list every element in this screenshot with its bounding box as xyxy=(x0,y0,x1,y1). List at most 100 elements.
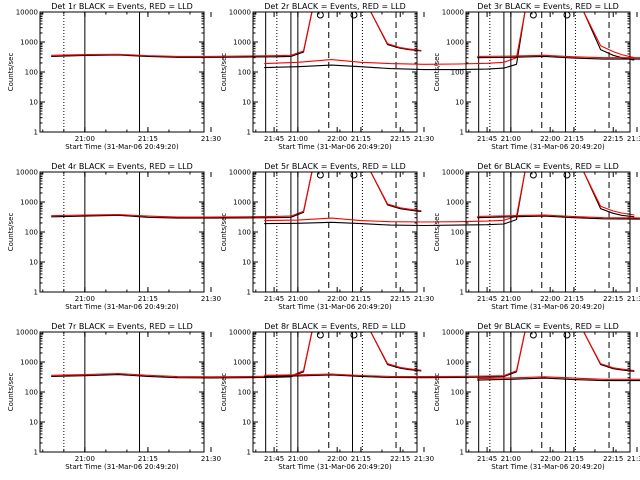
x-tick-label: 21:30 xyxy=(627,455,640,463)
x-tick-label: 21:30 xyxy=(201,135,221,143)
y-tick-label: 1 xyxy=(247,449,251,457)
x-axis-label: Start Time (31-Mar-06 20:49:20) xyxy=(278,303,392,311)
panel-title: Det 2r BLACK = Events, RED = LLD xyxy=(264,2,406,11)
y-tick-label: 1000 xyxy=(446,199,464,207)
panel-title: Det 8r BLACK = Events, RED = LLD xyxy=(264,322,406,331)
y-tick-label: 1 xyxy=(460,449,464,457)
y-tick-label: 10 xyxy=(242,99,251,107)
x-tick-label: 22:00 xyxy=(327,455,347,463)
plot-frame xyxy=(39,331,205,453)
x-tick-label: 21:45 xyxy=(477,135,497,143)
x-axis-label: Start Time (31-Mar-06 20:49:20) xyxy=(278,143,392,151)
y-tick-label: 1000 xyxy=(233,359,251,367)
x-tick-label: 21:15 xyxy=(138,295,158,303)
x-tick-label: 21:00 xyxy=(75,135,95,143)
x-tick-label: 22:15 xyxy=(390,135,410,143)
series-line-lld xyxy=(51,11,422,57)
series-line-lld xyxy=(477,214,640,219)
plot-frame xyxy=(252,171,418,293)
series-line-lld xyxy=(51,171,422,218)
y-axis-label: Counts/sec xyxy=(7,213,15,252)
y-tick-label: 10 xyxy=(29,259,38,267)
x-axis-label: Start Time (31-Mar-06 20:49:20) xyxy=(491,143,605,151)
peak-marker-1 xyxy=(529,11,537,19)
panel-title: Det 5r BLACK = Events, RED = LLD xyxy=(264,162,406,171)
y-axis-label: Counts/sec xyxy=(7,373,15,412)
x-tick-label: 21:00 xyxy=(288,135,308,143)
x-tick-label: 22:00 xyxy=(540,295,560,303)
x-tick-label: 21:30 xyxy=(414,455,434,463)
x-tick-label: 21:00 xyxy=(288,295,308,303)
x-tick-label: 22:15 xyxy=(603,295,623,303)
x-tick-label: 21:15 xyxy=(564,455,584,463)
x-tick-label: 21:15 xyxy=(564,295,584,303)
x-tick-label: 22:15 xyxy=(390,295,410,303)
y-tick-label: 10 xyxy=(242,419,251,427)
y-axis-label: Counts/sec xyxy=(220,373,228,412)
panel-title: Det 3r BLACK = Events, RED = LLD xyxy=(477,2,619,11)
y-tick-label: 1000 xyxy=(446,359,464,367)
x-tick-label: 21:30 xyxy=(627,135,640,143)
x-tick-label: 21:00 xyxy=(288,455,308,463)
x-axis-label: Start Time (31-Mar-06 20:49:20) xyxy=(491,303,605,311)
x-tick-label: 21:45 xyxy=(264,135,284,143)
y-tick-label: 1 xyxy=(34,129,38,137)
x-tick-label: 21:00 xyxy=(75,295,95,303)
y-tick-label: 1 xyxy=(34,449,38,457)
y-tick-label: 10000 xyxy=(16,9,38,17)
y-tick-label: 10 xyxy=(455,259,464,267)
series-line-events xyxy=(264,171,635,227)
x-axis-label: Start Time (31-Mar-06 20:49:20) xyxy=(65,303,179,311)
x-tick-label: 22:15 xyxy=(603,135,623,143)
y-tick-label: 100 xyxy=(238,69,251,77)
x-tick-label: 21:30 xyxy=(201,455,221,463)
x-tick-label: 21:30 xyxy=(414,295,434,303)
plot-frame xyxy=(465,11,631,133)
x-tick-label: 22:00 xyxy=(327,295,347,303)
peak-marker-2 xyxy=(563,11,571,19)
series-line-lld xyxy=(477,376,640,380)
y-tick-label: 100 xyxy=(451,389,464,397)
peak-marker-2 xyxy=(350,11,358,19)
x-tick-label: 21:15 xyxy=(138,455,158,463)
y-tick-label: 10000 xyxy=(442,9,464,17)
x-tick-label: 22:15 xyxy=(603,455,623,463)
series-line-events xyxy=(51,11,422,58)
y-tick-label: 100 xyxy=(238,389,251,397)
y-tick-label: 1000 xyxy=(20,39,38,47)
x-tick-label: 21:15 xyxy=(351,295,371,303)
chart-panel-2: Det 2r BLACK = Events, RED = LLD 1 10 100 10… xyxy=(220,2,635,151)
x-tick-label: 21:15 xyxy=(351,135,371,143)
chart-panel-9: Det 9r BLACK = Events, RED = LLD 1 10 100 10… xyxy=(433,322,640,471)
x-tick-label: 21:00 xyxy=(501,295,521,303)
x-tick-label: 21:00 xyxy=(501,135,521,143)
peak-marker-1 xyxy=(316,171,324,179)
chart-panel-7: Det 7r BLACK = Events, RED = LLD 1 10 100 10… xyxy=(7,322,422,471)
series-line-events xyxy=(477,55,640,60)
y-tick-label: 100 xyxy=(451,69,464,77)
series-line-events xyxy=(477,215,640,220)
plot-frame xyxy=(39,171,205,293)
x-tick-label: 22:00 xyxy=(540,135,560,143)
peak-marker-2 xyxy=(563,331,571,339)
series-line-events xyxy=(477,377,640,382)
x-tick-label: 22:00 xyxy=(327,135,347,143)
chart-panel-5: Det 5r BLACK = Events, RED = LLD 1 10 100 10… xyxy=(220,162,635,311)
y-tick-label: 10000 xyxy=(229,9,251,17)
y-tick-label: 10000 xyxy=(16,169,38,177)
panel-title: Det 7r BLACK = Events, RED = LLD xyxy=(51,322,193,331)
series-line-lld xyxy=(264,171,635,223)
panel-title: Det 1r BLACK = Events, RED = LLD xyxy=(51,2,193,11)
y-tick-label: 10000 xyxy=(229,169,251,177)
peak-marker-2 xyxy=(350,171,358,179)
series-line-events xyxy=(264,11,635,71)
peak-marker-1 xyxy=(316,331,324,339)
y-tick-label: 1000 xyxy=(446,39,464,47)
series-line-lld xyxy=(477,54,640,59)
y-axis-label: Counts/sec xyxy=(433,53,441,92)
series-line-lld xyxy=(264,11,635,65)
series-line-lld xyxy=(51,331,422,378)
x-axis-label: Start Time (31-Mar-06 20:49:20) xyxy=(65,463,179,471)
x-axis-label: Start Time (31-Mar-06 20:49:20) xyxy=(65,143,179,151)
